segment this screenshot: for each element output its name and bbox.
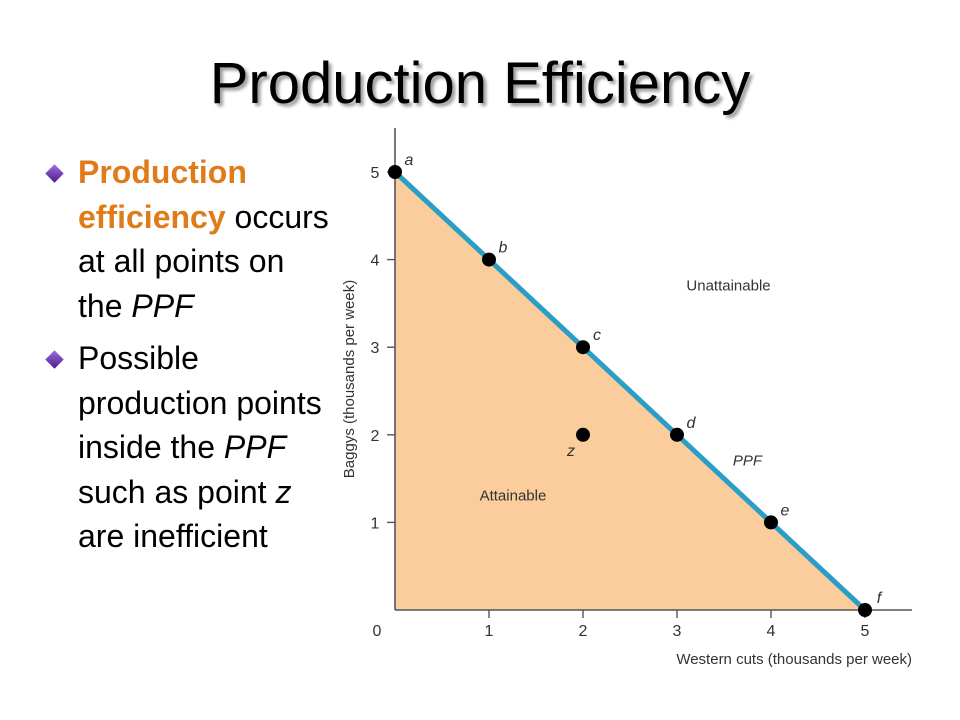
point-label: e	[781, 502, 790, 519]
ppf-label: PPF	[733, 452, 763, 469]
y-tick-label: 4	[371, 253, 380, 270]
ppf-point-d	[670, 427, 684, 442]
x-axis-title: Western cuts (thousands per week)	[676, 651, 912, 668]
bullet-text: PPF	[131, 287, 194, 324]
ppf-point-c	[576, 340, 590, 355]
diamond-bullet-icon	[45, 164, 64, 183]
bullet-list: Production efficiency occurs at all poin…	[44, 150, 334, 567]
x-tick-label: 5	[861, 623, 870, 640]
x-tick-label: 4	[767, 623, 776, 640]
bullet-item: Possible production points inside the PP…	[44, 336, 334, 559]
bullet-text: Production efficiency	[78, 154, 247, 235]
bullet-text: z	[275, 473, 292, 510]
point-label: b	[499, 240, 508, 257]
bullet-text: Possible production points inside the	[78, 340, 322, 465]
diamond-bullet-icon	[45, 350, 64, 369]
ppf-line	[393, 170, 867, 612]
region-label: Unattainable	[686, 277, 770, 294]
ppf-point-e	[764, 515, 778, 530]
bullet-text: are inefficient	[78, 518, 268, 554]
x-tick-label: 2	[579, 623, 588, 640]
inefficient-point-z	[576, 427, 590, 442]
point-label: c	[593, 327, 601, 344]
bullet-item: Production efficiency occurs at all poin…	[44, 150, 334, 328]
slide-title: Production Efficiency	[209, 51, 751, 116]
ppf-chart: 0 1 2 3 4 5 1 2 3 4 5 Western cuts (thousands per w…	[341, 128, 912, 668]
x-tick-label: 3	[673, 623, 682, 640]
point-label: a	[405, 152, 414, 169]
y-axis-title: Baggys (thousands per week)	[341, 280, 358, 478]
region-label: Attainable	[480, 488, 547, 505]
point-label: f	[877, 590, 883, 607]
ppf-point-b	[482, 252, 496, 267]
point-label: z	[566, 443, 575, 460]
y-tick-label: 5	[371, 165, 380, 182]
bullet-text: occurs at all points on the	[78, 198, 329, 324]
y-tick-label: 3	[371, 340, 380, 357]
y-tick-label: 2	[371, 428, 380, 445]
bullet-text: PPF	[223, 429, 287, 465]
point-label: d	[687, 415, 697, 432]
ppf-point-f	[858, 603, 872, 617]
x-tick-label: 0	[373, 623, 382, 640]
x-tick-label: 1	[485, 623, 494, 640]
bullet-text: such as point	[78, 473, 276, 510]
y-tick-label: 1	[371, 515, 380, 532]
ppf-point-a	[388, 165, 402, 179]
